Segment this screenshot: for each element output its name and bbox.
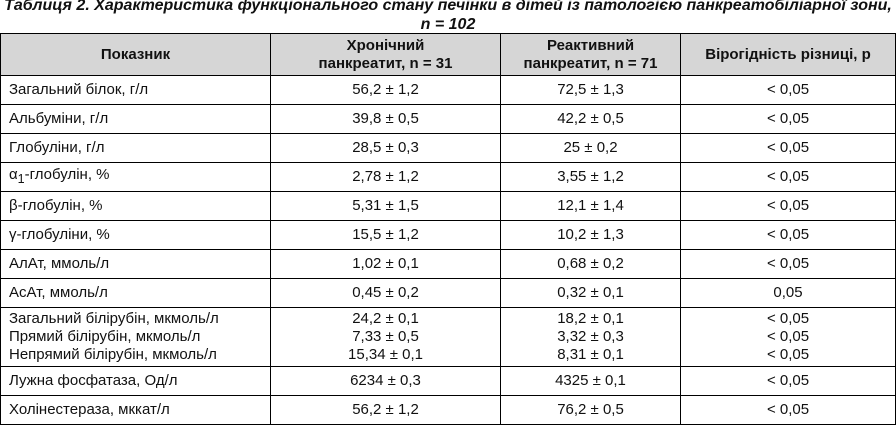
table-cell: 15,5 ± 1,2: [270, 220, 501, 250]
table-row: АсАт, ммоль/л 0,45 ± 0,2 0,32 ± 0,1 0,05: [0, 278, 896, 308]
cell-line: панкреатит, n = 71: [523, 54, 658, 72]
table-cell: 0,05: [680, 278, 896, 308]
table-cell: 56,2 ± 1,2: [270, 395, 501, 425]
table-cell: < 0,05: [680, 395, 896, 425]
table-cell: < 0,05 < 0,05 < 0,05: [680, 307, 896, 367]
subscript: 1: [17, 172, 25, 186]
cell-line: < 0,05: [766, 346, 810, 363]
table-row: Лужна фосфатаза, Од/л 6234 ± 0,3 4325 ± 0,…: [0, 366, 896, 396]
table-cell: 12,1 ± 1,4: [500, 191, 681, 221]
table-body: Загальний білок, г/л 56,2 ± 1,2 72,5 ± 1,3…: [0, 75, 896, 425]
table-row: γ-глобуліни, % 15,5 ± 1,2 10,2 ± 1,3 < 0,05: [0, 220, 896, 250]
cell-line: 24,2 ± 0,1: [352, 310, 419, 327]
cell-line: 18,2 ± 0,1: [557, 310, 624, 327]
symbol: α: [9, 166, 18, 183]
table-row: Загальний білірубін, мкмоль/л Прямий білі…: [0, 307, 896, 367]
table-cell: Холінестераза, мккат/л: [0, 395, 271, 425]
table-cell: < 0,05: [680, 104, 896, 134]
table-cell: 18,2 ± 0,1 3,32 ± 0,3 8,31 ± 0,1: [500, 307, 681, 367]
table-cell: γ-глобуліни, %: [0, 220, 271, 250]
table-cell: 2,78 ± 1,2: [270, 162, 501, 192]
header-cell: Реактивний панкреатит, n = 71: [500, 33, 681, 76]
table: Показник Хронічний панкреатит, n = 31 Реакт…: [0, 33, 896, 425]
header-row: Показник Хронічний панкреатит, n = 31 Реакт…: [0, 33, 896, 76]
table-cell: 3,55 ± 1,2: [500, 162, 681, 192]
table-cell: 4325 ± 0,1: [500, 366, 681, 396]
table-cell: АсАт, ммоль/л: [0, 278, 271, 308]
table-cell: Загальний білірубін, мкмоль/л Прямий білі…: [0, 307, 271, 367]
table-row: Холінестераза, мккат/л 56,2 ± 1,2 76,2 ± 0…: [0, 395, 896, 425]
header-cell: Показник: [0, 33, 271, 76]
table-cell: < 0,05: [680, 191, 896, 221]
cell-line: 8,31 ± 0,1: [557, 346, 624, 363]
table-cell: < 0,05: [680, 220, 896, 250]
header-cell: Вірогідність різниці, р: [680, 33, 896, 76]
cell-line: 3,32 ± 0,3: [557, 328, 624, 345]
table-cell: АлАт, ммоль/л: [0, 249, 271, 279]
table-cell: 42,2 ± 0,5: [500, 104, 681, 134]
table-cell: β-глобулін, %: [0, 191, 271, 221]
table-row: α1-глобулін, % 2,78 ± 1,2 3,55 ± 1,2 < 0,05: [0, 162, 896, 192]
table-cell: Лужна фосфатаза, Од/л: [0, 366, 271, 396]
cell-line: Реактивний: [546, 36, 635, 54]
table-row: Альбуміни, г/л 39,8 ± 0,5 42,2 ± 0,5 < 0,05: [0, 104, 896, 134]
table-cell: 0,45 ± 0,2: [270, 278, 501, 308]
table-cell: 25 ± 0,2: [500, 133, 681, 163]
cell-line: Непрямий білірубін, мкмоль/л: [9, 346, 217, 363]
table-cell: < 0,05: [680, 75, 896, 105]
header-cell: Хронічний панкреатит, n = 31: [270, 33, 501, 76]
table-cell: 6234 ± 0,3: [270, 366, 501, 396]
table-cell: 10,2 ± 1,3: [500, 220, 681, 250]
cell-line: < 0,05: [766, 328, 810, 345]
table-cell: 76,2 ± 0,5: [500, 395, 681, 425]
table-row: АлАт, ммоль/л 1,02 ± 0,1 0,68 ± 0,2 < 0,05: [0, 249, 896, 279]
table-cell: 24,2 ± 0,1 7,33 ± 0,5 15,34 ± 0,1: [270, 307, 501, 367]
table-cell: < 0,05: [680, 249, 896, 279]
table-cell: < 0,05: [680, 162, 896, 192]
table-title: Таблиця 2. Характеристика функціональног…: [4, 0, 892, 33]
table-cell: 0,68 ± 0,2: [500, 249, 681, 279]
table-cell: 39,8 ± 0,5: [270, 104, 501, 134]
table-cell: 5,31 ± 1,5: [270, 191, 501, 221]
table-row: Загальний білок, г/л 56,2 ± 1,2 72,5 ± 1,3…: [0, 75, 896, 105]
table-cell: < 0,05: [680, 133, 896, 163]
cell-line: панкреатит, n = 31: [318, 54, 453, 72]
cell-line: 15,34 ± 0,1: [348, 346, 423, 363]
table-cell: 28,5 ± 0,3: [270, 133, 501, 163]
table-cell: α1-глобулін, %: [0, 162, 271, 192]
table-cell: Загальний білок, г/л: [0, 75, 271, 105]
cell-line: < 0,05: [766, 310, 810, 327]
cell-line: Прямий білірубін, мкмоль/л: [9, 328, 201, 345]
table-cell: Глобуліни, г/л: [0, 133, 271, 163]
table-row: Глобуліни, г/л 28,5 ± 0,3 25 ± 0,2 < 0,05: [0, 133, 896, 163]
table-cell: 1,02 ± 0,1: [270, 249, 501, 279]
table-cell: Альбуміни, г/л: [0, 104, 271, 134]
table-cell: 72,5 ± 1,3: [500, 75, 681, 105]
table-row: β-глобулін, % 5,31 ± 1,5 12,1 ± 1,4 < 0,05: [0, 191, 896, 221]
table-cell: 56,2 ± 1,2: [270, 75, 501, 105]
table-cell: 0,32 ± 0,1: [500, 278, 681, 308]
cell-line: 7,33 ± 0,5: [352, 328, 419, 345]
table-cell: < 0,05: [680, 366, 896, 396]
cell-line: Загальний білірубін, мкмоль/л: [9, 310, 219, 327]
cell-line: Хронічний: [346, 36, 425, 54]
cell-text: -глобулін, %: [24, 166, 110, 183]
